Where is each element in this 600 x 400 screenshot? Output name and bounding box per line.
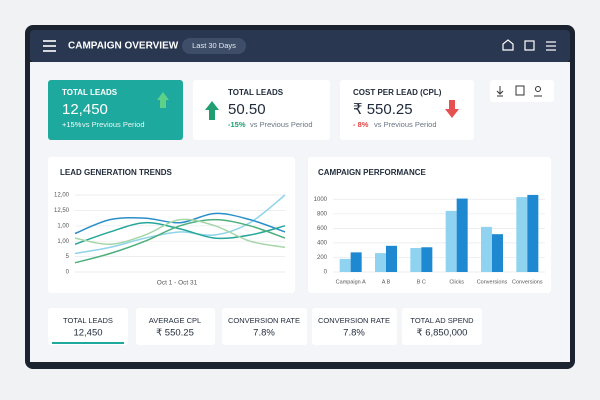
y-tick-label: 1000 [314, 197, 328, 203]
x-tick-label: Conversions [512, 279, 543, 285]
y-tick-label: 1,00 [57, 223, 69, 229]
y-tick-label: 12,50 [54, 208, 70, 214]
range-label: Last 30 Days [192, 41, 236, 50]
tile-label: TOTAL LEADS [63, 316, 113, 325]
x-tick-label: Campaign A [336, 279, 366, 285]
calendar-icon[interactable] [515, 85, 525, 96]
chart-title: LEAD GENERATION TRENDS [60, 168, 173, 177]
bar [375, 253, 386, 272]
kpi-label: TOTAL LEADS [228, 88, 284, 97]
bar [386, 245, 397, 272]
kpi-note: vs Previous Period [374, 120, 437, 129]
tile-value: 7.8% [253, 328, 275, 339]
tile-value: 12,450 [73, 328, 102, 339]
tile-label: TOTAL AD SPEND [410, 316, 474, 325]
tile[interactable] [222, 308, 307, 345]
chart-title: CAMPAIGN PERFORMANCE [318, 168, 427, 177]
x-axis-label: Oct 1 - Oct 31 [157, 280, 198, 287]
kpi-value: 50.50 [228, 101, 266, 118]
kpi-change: - 8% [353, 120, 369, 129]
y-tick-label: 1,00 [57, 239, 69, 245]
down-arrow [445, 100, 459, 118]
bar [492, 234, 503, 272]
tile-value: ₹ 550.25 [156, 328, 194, 339]
y-tick-label: 12,00 [54, 193, 70, 199]
bar [456, 198, 468, 272]
tile-value: 7.8% [343, 328, 365, 339]
kpi-card [48, 80, 183, 140]
kpi-card [340, 80, 474, 140]
line-series [74, 218, 286, 249]
x-tick-label: Conversions [477, 279, 508, 285]
line-chart-card [48, 157, 295, 293]
tile-label: CONVERSION RATE [228, 316, 300, 325]
kpi-value: 12,450 [62, 101, 108, 118]
download-icon[interactable] [496, 86, 504, 97]
header-title: CAMPAIGN OVERVIEW [68, 41, 179, 52]
y-tick-label: 0 [66, 270, 70, 276]
tile[interactable] [136, 308, 215, 345]
toolbar-icons [496, 85, 542, 97]
bar [527, 194, 539, 272]
bar [481, 226, 492, 272]
y-tick-label: 5 [66, 254, 70, 260]
up-arrow [157, 92, 169, 108]
y-tick-label: 200 [317, 255, 328, 261]
up-arrow [205, 101, 219, 120]
tile-value: ₹ 6,850,000 [417, 328, 468, 339]
tile-label: CONVERSION RATE [318, 316, 390, 325]
export-icon[interactable] [524, 40, 535, 51]
user-icon[interactable] [535, 86, 541, 92]
line-series [74, 218, 286, 264]
header-icons [502, 39, 556, 51]
y-tick-label: 400 [317, 240, 328, 246]
y-tick-label: 600 [317, 226, 328, 232]
tile-label: AVERAGE CPL [149, 316, 201, 325]
bar-chart-card [308, 157, 551, 293]
kpi-card [193, 80, 330, 140]
line-series [74, 221, 286, 245]
y-tick-label: 800 [317, 211, 328, 217]
bar [410, 248, 422, 272]
bar [516, 197, 528, 272]
x-tick-label: B C [417, 279, 426, 285]
menu-icon[interactable] [43, 40, 56, 52]
kpi-change: +15% [62, 120, 82, 129]
header-bar [30, 30, 570, 62]
x-tick-label: A B [382, 279, 391, 285]
tile[interactable] [312, 308, 397, 345]
kpi-note: vs Previous Period [82, 120, 145, 129]
bar [339, 258, 351, 272]
x-tick-label: Clicks [449, 279, 464, 285]
kpi-label: TOTAL LEADS [62, 88, 118, 97]
tiles: TOTAL LEADS 12,450 AVERAGE CPL ₹ 550.25 … [48, 308, 482, 345]
tile[interactable] [402, 308, 482, 345]
y-tick-label: 0 [324, 270, 328, 276]
home-icon[interactable] [502, 39, 514, 51]
kpi-value: ₹ 550.25 [353, 101, 413, 118]
tile[interactable] [48, 308, 128, 345]
range-pill[interactable] [182, 38, 246, 54]
bar [421, 247, 433, 272]
kpi-label: COST PER LEAD (CPL) [353, 88, 442, 97]
line-series [74, 194, 286, 255]
bar [445, 210, 457, 272]
bar [350, 252, 362, 272]
line-series [74, 212, 286, 235]
kpi-change: -15% [228, 120, 246, 129]
kpi-note: vs Previous Period [250, 120, 313, 129]
